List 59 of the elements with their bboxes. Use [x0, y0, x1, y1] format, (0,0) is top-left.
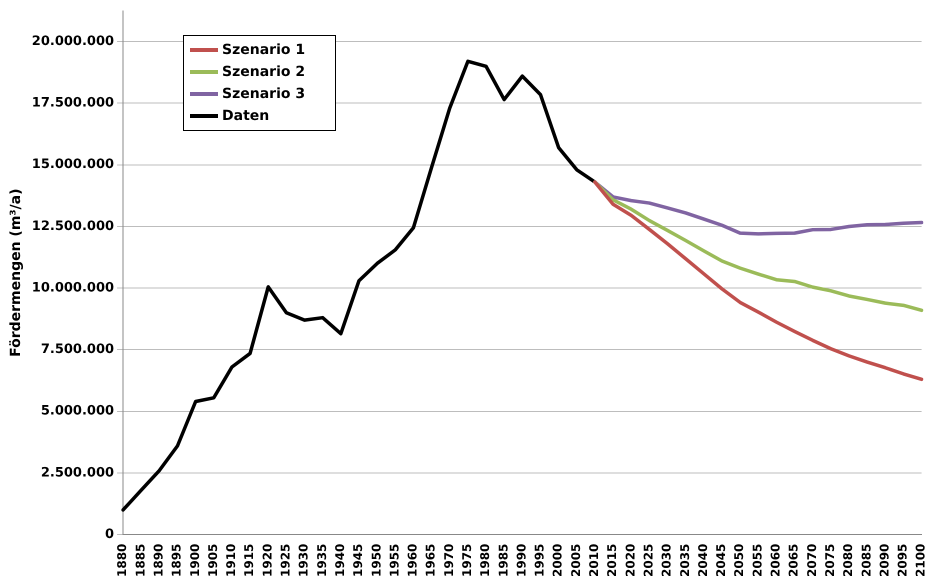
x-tick-label: 1965 — [424, 544, 438, 578]
x-tick-label: 2030 — [660, 544, 674, 578]
x-tick-label: 1985 — [496, 544, 510, 578]
x-tick-label: 1880 — [115, 544, 130, 578]
y-tick-label: 17.500.000 — [32, 96, 114, 111]
x-tick-label: 1935 — [314, 544, 329, 578]
y-axis-title: Fördermengen (m³/a) — [8, 188, 24, 357]
legend-label: Szenario 2 — [222, 64, 306, 80]
x-tick-label: 1940 — [332, 544, 347, 578]
x-tick-label: 1980 — [478, 544, 492, 578]
x-tick-label: 2035 — [678, 544, 692, 578]
x-tick-label: 2000 — [550, 544, 565, 578]
x-tick-label: 2065 — [786, 544, 801, 578]
x-tick-label: 2055 — [750, 544, 764, 578]
y-tick-label: 20.000.000 — [32, 34, 114, 49]
x-tick-label: 1890 — [151, 544, 166, 578]
x-tick-label: 1990 — [514, 544, 528, 578]
x-tick-label: 1910 — [224, 544, 238, 578]
x-tick-label: 2015 — [605, 544, 620, 578]
x-tick-label: 2100 — [914, 544, 928, 578]
y-tick-label: 15.000.000 — [32, 157, 114, 172]
x-tick-label: 1975 — [460, 544, 474, 578]
x-tick-label: 2045 — [714, 544, 728, 578]
x-tick-label: 1995 — [532, 544, 547, 578]
x-tick-label: 1955 — [387, 544, 402, 578]
y-tick-label: 10.000.000 — [32, 280, 114, 296]
x-tick-label: 2040 — [696, 544, 710, 578]
y-tick-label: 12.500.000 — [32, 218, 114, 234]
x-tick-label: 2075 — [822, 544, 837, 578]
x-tick-label: 1970 — [442, 544, 456, 578]
y-tick-label: 5.000.000 — [40, 404, 114, 419]
x-tick-label: 2025 — [641, 544, 656, 578]
x-tick-label: 1945 — [351, 544, 366, 578]
x-tick-label: 2090 — [877, 544, 892, 578]
x-tick-label: 1930 — [296, 544, 311, 578]
legend-label: Szenario 1 — [222, 42, 306, 58]
x-tick-label: 1895 — [170, 544, 184, 578]
x-tick-label: 2080 — [841, 544, 856, 578]
x-tick-label: 1920 — [260, 544, 274, 578]
y-tick-label: 7.500.000 — [40, 342, 114, 358]
x-tick-label: 2010 — [587, 544, 602, 578]
y-tick-label: 2.500.000 — [40, 465, 114, 480]
x-tick-label: 1925 — [278, 544, 293, 578]
x-tick-label: 1905 — [206, 544, 220, 578]
x-tick-label: 1900 — [188, 544, 202, 578]
x-tick-label: 1885 — [133, 544, 148, 578]
x-tick-label: 2020 — [623, 544, 638, 578]
x-tick-label: 2005 — [568, 544, 583, 578]
x-tick-label: 1915 — [242, 544, 256, 578]
legend-label: Daten — [222, 108, 270, 124]
x-tick-label: 2070 — [804, 544, 819, 578]
x-tick-label: 2085 — [859, 544, 874, 578]
x-tick-label: 2060 — [768, 544, 783, 578]
x-tick-label: 1960 — [406, 544, 420, 578]
x-tick-label: 1950 — [369, 544, 384, 578]
x-tick-label: 2050 — [732, 544, 746, 578]
x-tick-label: 2095 — [896, 544, 910, 578]
y-tick-label: 0 — [104, 526, 114, 542]
legend-label: Szenario 3 — [222, 86, 306, 102]
